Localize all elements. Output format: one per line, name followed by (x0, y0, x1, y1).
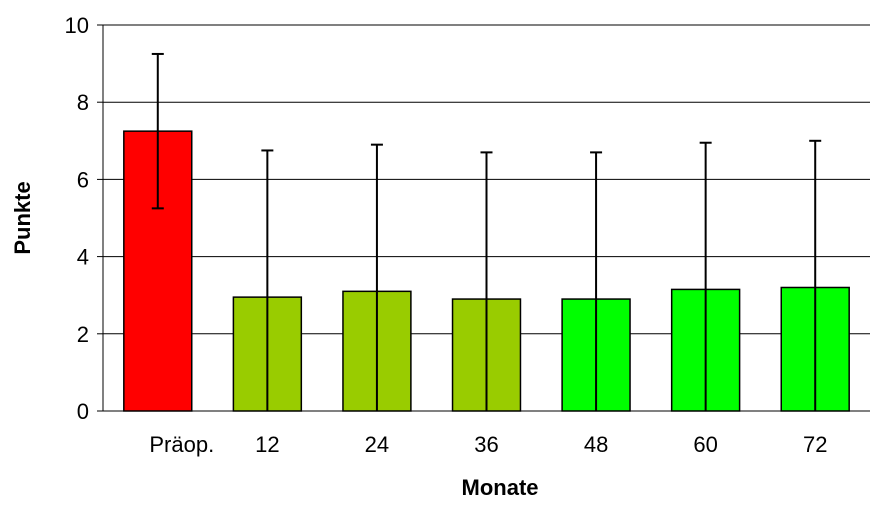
x-tick-label-Präop.: Präop. (149, 432, 214, 457)
y-tick-label-6: 6 (77, 167, 89, 192)
y-tick-label-2: 2 (77, 322, 89, 347)
x-tick-label-60: 60 (693, 432, 717, 457)
error-bars (151, 52, 822, 411)
x-tick-label-48: 48 (584, 432, 608, 457)
y-tick-label-8: 8 (77, 90, 89, 115)
x-tick-label-12: 12 (255, 432, 279, 457)
y-tick-label-0: 0 (77, 399, 89, 424)
x-tick-label-36: 36 (474, 432, 498, 457)
x-axis-title: Monate (462, 475, 539, 500)
x-tick-label-24: 24 (365, 432, 389, 457)
y-tick-label-10: 10 (65, 13, 89, 38)
axes (97, 24, 870, 412)
x-tick-label-72: 72 (803, 432, 827, 457)
y-tick-label-4: 4 (77, 245, 89, 270)
y-axis-title: Punkte (10, 181, 35, 254)
